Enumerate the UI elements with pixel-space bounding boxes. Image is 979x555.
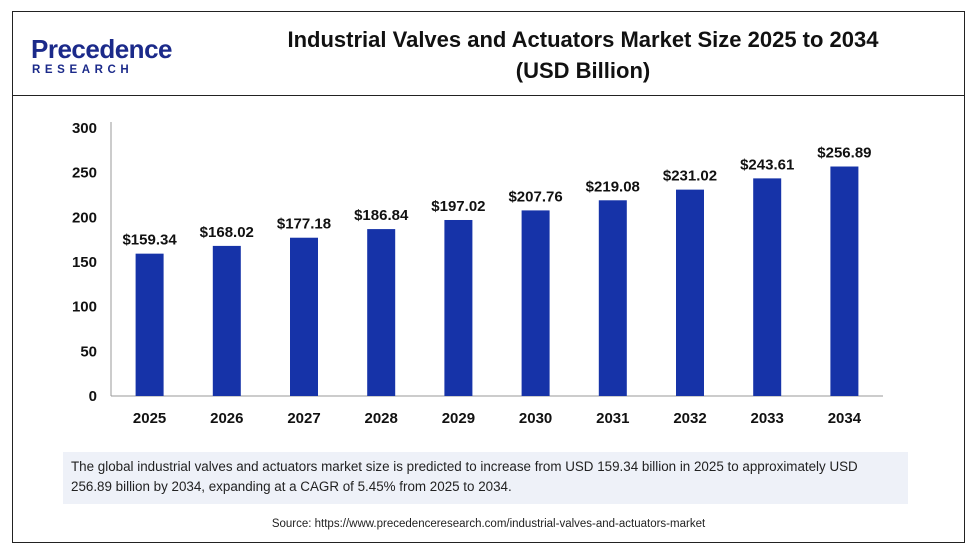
bar-2028 <box>367 229 396 396</box>
bar-2027 <box>290 237 318 396</box>
bar-2034 <box>830 166 859 396</box>
y-tick-label: 50 <box>80 343 97 360</box>
bar-2026 <box>212 245 241 396</box>
y-tick-label: 200 <box>72 209 97 226</box>
data-label-2026: $168.02 <box>200 224 254 241</box>
source-citation: Source: https://www.precedenceresearch.c… <box>271 518 706 530</box>
x-tick-label-2026: 2026 <box>210 410 243 427</box>
x-tick-label-2025: 2025 <box>133 410 166 427</box>
x-tick-label-2030: 2030 <box>519 410 552 427</box>
header: Precedence RESEARCH Industrial Valves an… <box>13 12 964 96</box>
y-tick-label: 300 <box>72 120 97 137</box>
data-label-2031: $219.08 <box>586 178 640 195</box>
data-label-2034: $256.89 <box>817 145 871 162</box>
x-tick-label-2029: 2029 <box>442 410 475 427</box>
x-tick-label-2032: 2032 <box>673 410 706 427</box>
x-tick-label-2034: 2034 <box>828 410 862 427</box>
bar-2032 <box>676 189 704 396</box>
y-tick-label: 150 <box>72 254 97 271</box>
data-label-2030: $207.76 <box>508 188 562 205</box>
bar-2031 <box>598 200 627 396</box>
chart-title-line-1: Industrial Valves and Actuators Market S… <box>287 27 879 52</box>
y-tick-label: 100 <box>72 299 97 316</box>
x-tick-label-2027: 2027 <box>287 410 320 427</box>
chart-title: Industrial Valves and Actuators Market S… <box>213 24 953 86</box>
y-tick-label: 250 <box>72 165 97 182</box>
bar-2030 <box>521 210 550 396</box>
chart-frame: Precedence RESEARCH Industrial Valves an… <box>12 11 965 543</box>
x-tick-label-2031: 2031 <box>596 410 629 427</box>
data-label-2032: $231.02 <box>663 168 717 185</box>
bar-2025 <box>135 253 164 396</box>
bar-2029 <box>444 219 473 396</box>
data-label-2025: $159.34 <box>122 232 177 249</box>
logo-subtitle: RESEARCH <box>32 64 134 76</box>
y-tick-label: 0 <box>89 388 97 405</box>
x-tick-label-2028: 2028 <box>365 410 398 427</box>
bar-chart: 0 50 100 150 200 250 300 $159.34 2025 $168.02 2026… <box>72 120 883 427</box>
data-label-2029: $197.02 <box>431 198 485 215</box>
bar-2033 <box>753 178 782 396</box>
chart-title-line-2: (USD Billion) <box>515 58 651 83</box>
data-label-2033: $243.61 <box>740 156 794 173</box>
logo-wordmark: Precedence <box>31 34 172 64</box>
summary-note: The global industrial valves and actuato… <box>63 452 908 504</box>
data-label-2028: $186.84 <box>354 207 409 224</box>
brand-logo: Precedence RESEARCH <box>29 30 179 80</box>
x-tick-label-2033: 2033 <box>751 410 784 427</box>
data-label-2027: $177.18 <box>277 216 331 233</box>
